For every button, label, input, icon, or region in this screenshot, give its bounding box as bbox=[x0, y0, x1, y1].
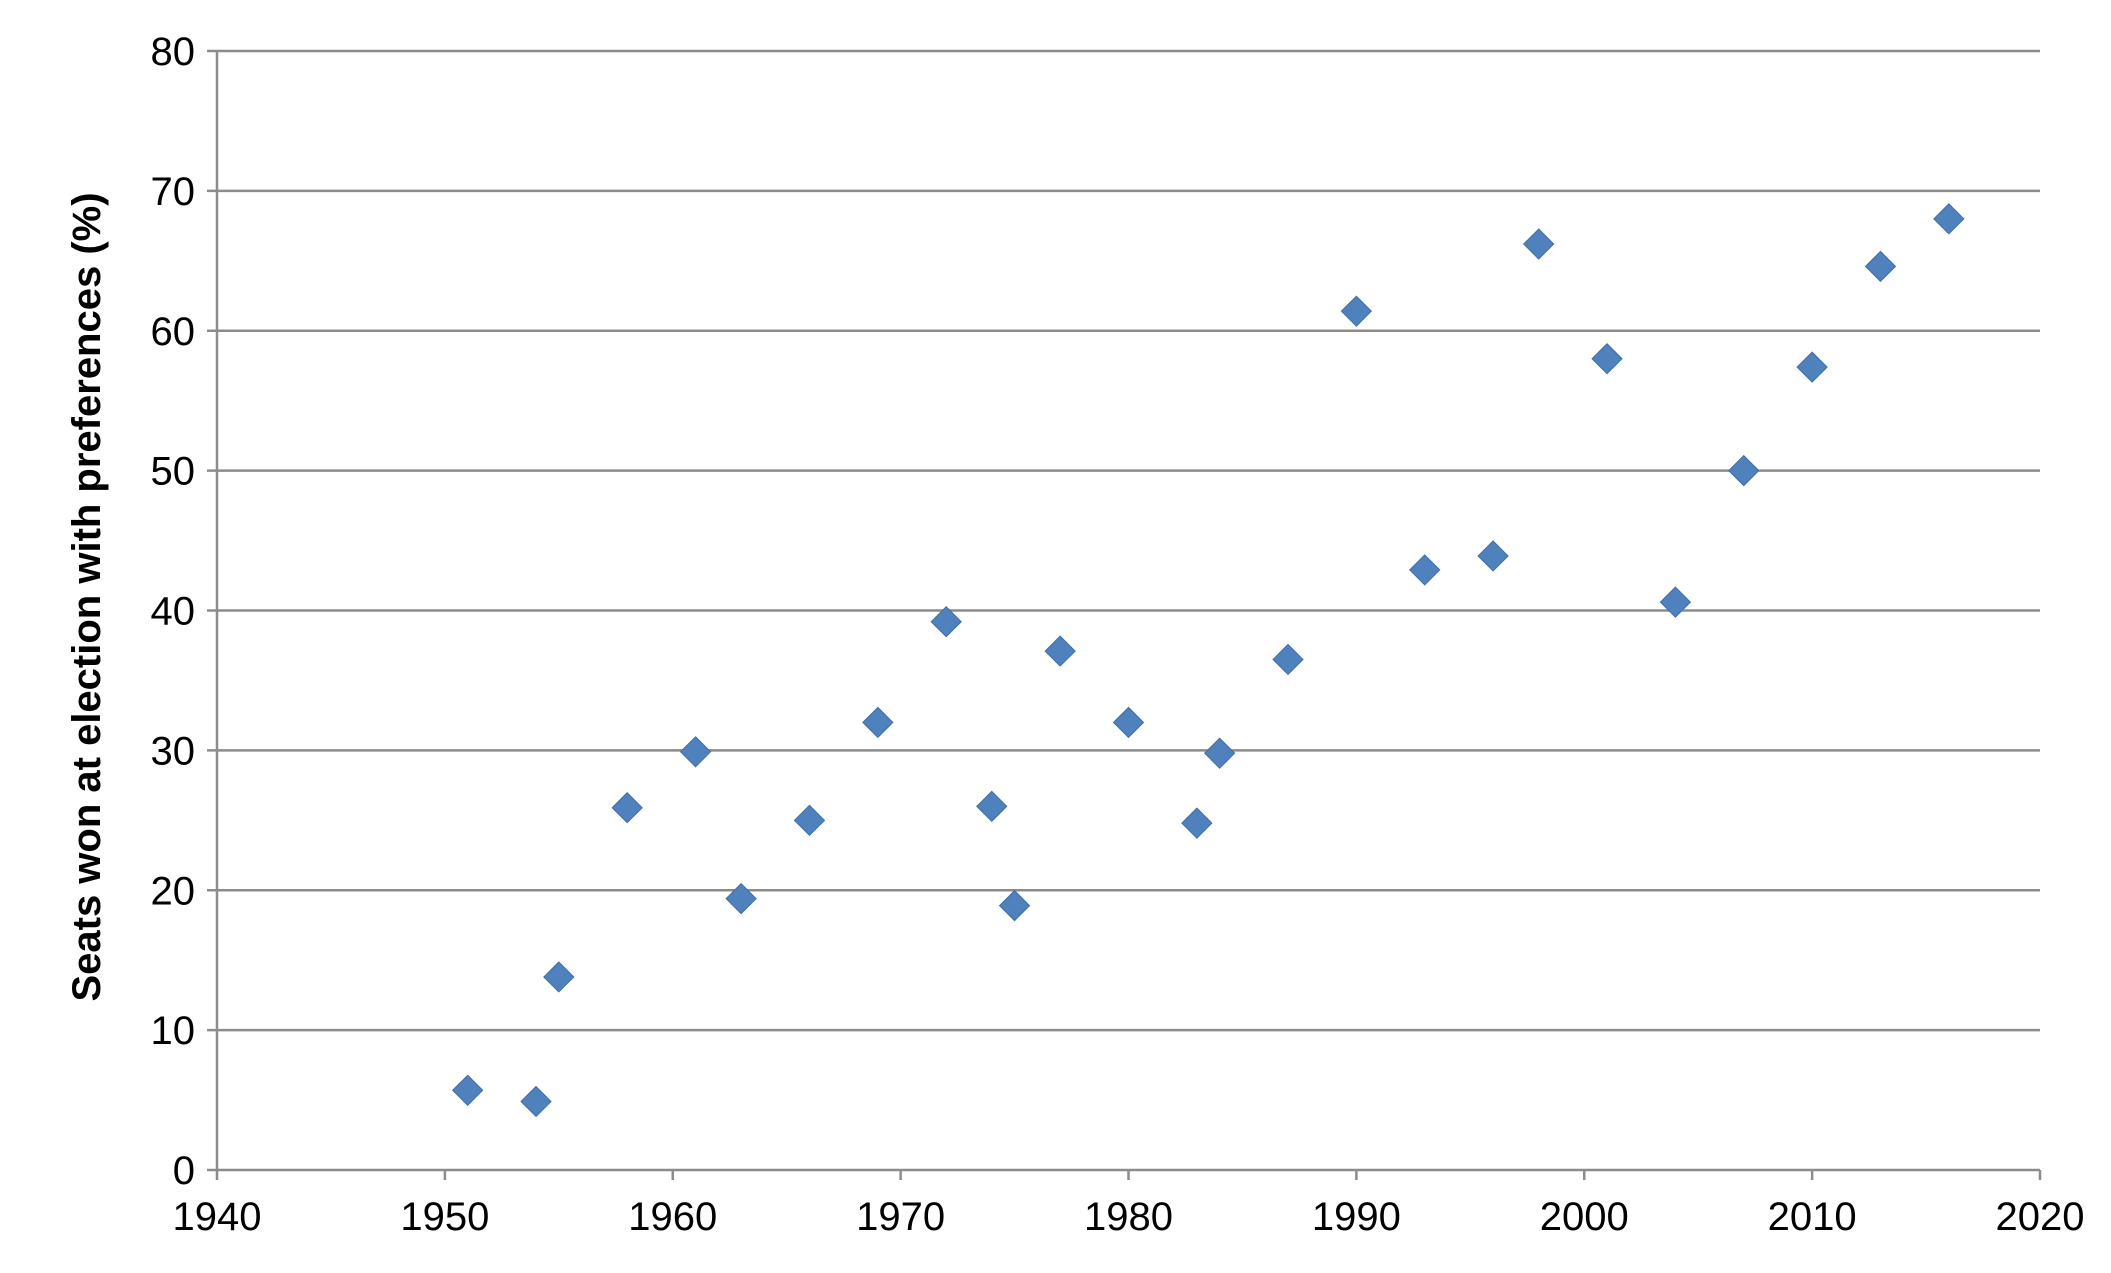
data-point-1969 bbox=[862, 706, 894, 739]
x-tick-label-1950: 1950 bbox=[400, 1195, 489, 1239]
data-point-1961 bbox=[679, 736, 712, 768]
tick-labels: 0 10 20 30 40 50 60 70 80 1940 1950 1960 1970 1980 199… bbox=[151, 30, 2085, 1239]
x-tick-label-2010: 2010 bbox=[1768, 1195, 1857, 1239]
data-point-1987 bbox=[1272, 643, 1304, 676]
x-tick-label-2020: 2020 bbox=[1996, 1195, 2085, 1239]
data-point-2007 bbox=[1728, 454, 1760, 487]
x-tick-label-1960: 1960 bbox=[628, 1195, 717, 1239]
data-point-2016 bbox=[1933, 203, 1965, 235]
data-point-1996 bbox=[1477, 540, 1509, 572]
data-point-1984 bbox=[1203, 737, 1236, 769]
data-point-1993 bbox=[1409, 554, 1441, 586]
y-tick-label-20: 20 bbox=[151, 869, 196, 913]
y-tick-label-70: 70 bbox=[151, 170, 196, 214]
data-point-1963 bbox=[725, 882, 757, 915]
data-point-1955 bbox=[543, 961, 575, 993]
data-point-1966 bbox=[793, 804, 826, 837]
data-point-1998 bbox=[1522, 228, 1555, 260]
data-point-2001 bbox=[1591, 343, 1623, 375]
data-point-1958 bbox=[611, 792, 643, 824]
y-axis-title: Seats won at election with preferences (… bbox=[65, 192, 109, 1001]
x-tick-label-1970: 1970 bbox=[856, 1195, 945, 1239]
y-tick-label-50: 50 bbox=[151, 450, 196, 494]
y-tick-label-80: 80 bbox=[151, 30, 196, 74]
y-tick-label-40: 40 bbox=[151, 590, 196, 634]
data-point-1983 bbox=[1181, 807, 1213, 839]
y-tick-label-0: 0 bbox=[173, 1149, 195, 1193]
data-point-1980 bbox=[1112, 706, 1145, 739]
data-point-2010 bbox=[1796, 351, 1828, 383]
data-point-1951 bbox=[451, 1074, 484, 1106]
data-point-1954 bbox=[520, 1085, 552, 1118]
gridlines bbox=[217, 49, 2040, 1032]
data-point-1972 bbox=[930, 605, 962, 638]
data-point-1975 bbox=[998, 889, 1031, 922]
data-points bbox=[451, 203, 1965, 1118]
axes bbox=[207, 49, 2042, 1180]
x-tick-label-1990: 1990 bbox=[1312, 1195, 1401, 1239]
y-tick-label-10: 10 bbox=[151, 1009, 196, 1053]
x-tick-label-2000: 2000 bbox=[1540, 1195, 1629, 1239]
x-tick-label-1980: 1980 bbox=[1084, 1195, 1173, 1239]
data-point-2004 bbox=[1659, 586, 1692, 618]
y-tick-label-30: 30 bbox=[151, 729, 196, 773]
data-point-2013 bbox=[1864, 250, 1897, 283]
x-tick-label-1940: 1940 bbox=[173, 1195, 262, 1239]
y-tick-label-60: 60 bbox=[151, 310, 196, 354]
data-point-1990 bbox=[1340, 295, 1373, 327]
data-point-1977 bbox=[1044, 635, 1076, 667]
data-point-1974 bbox=[976, 790, 1008, 823]
